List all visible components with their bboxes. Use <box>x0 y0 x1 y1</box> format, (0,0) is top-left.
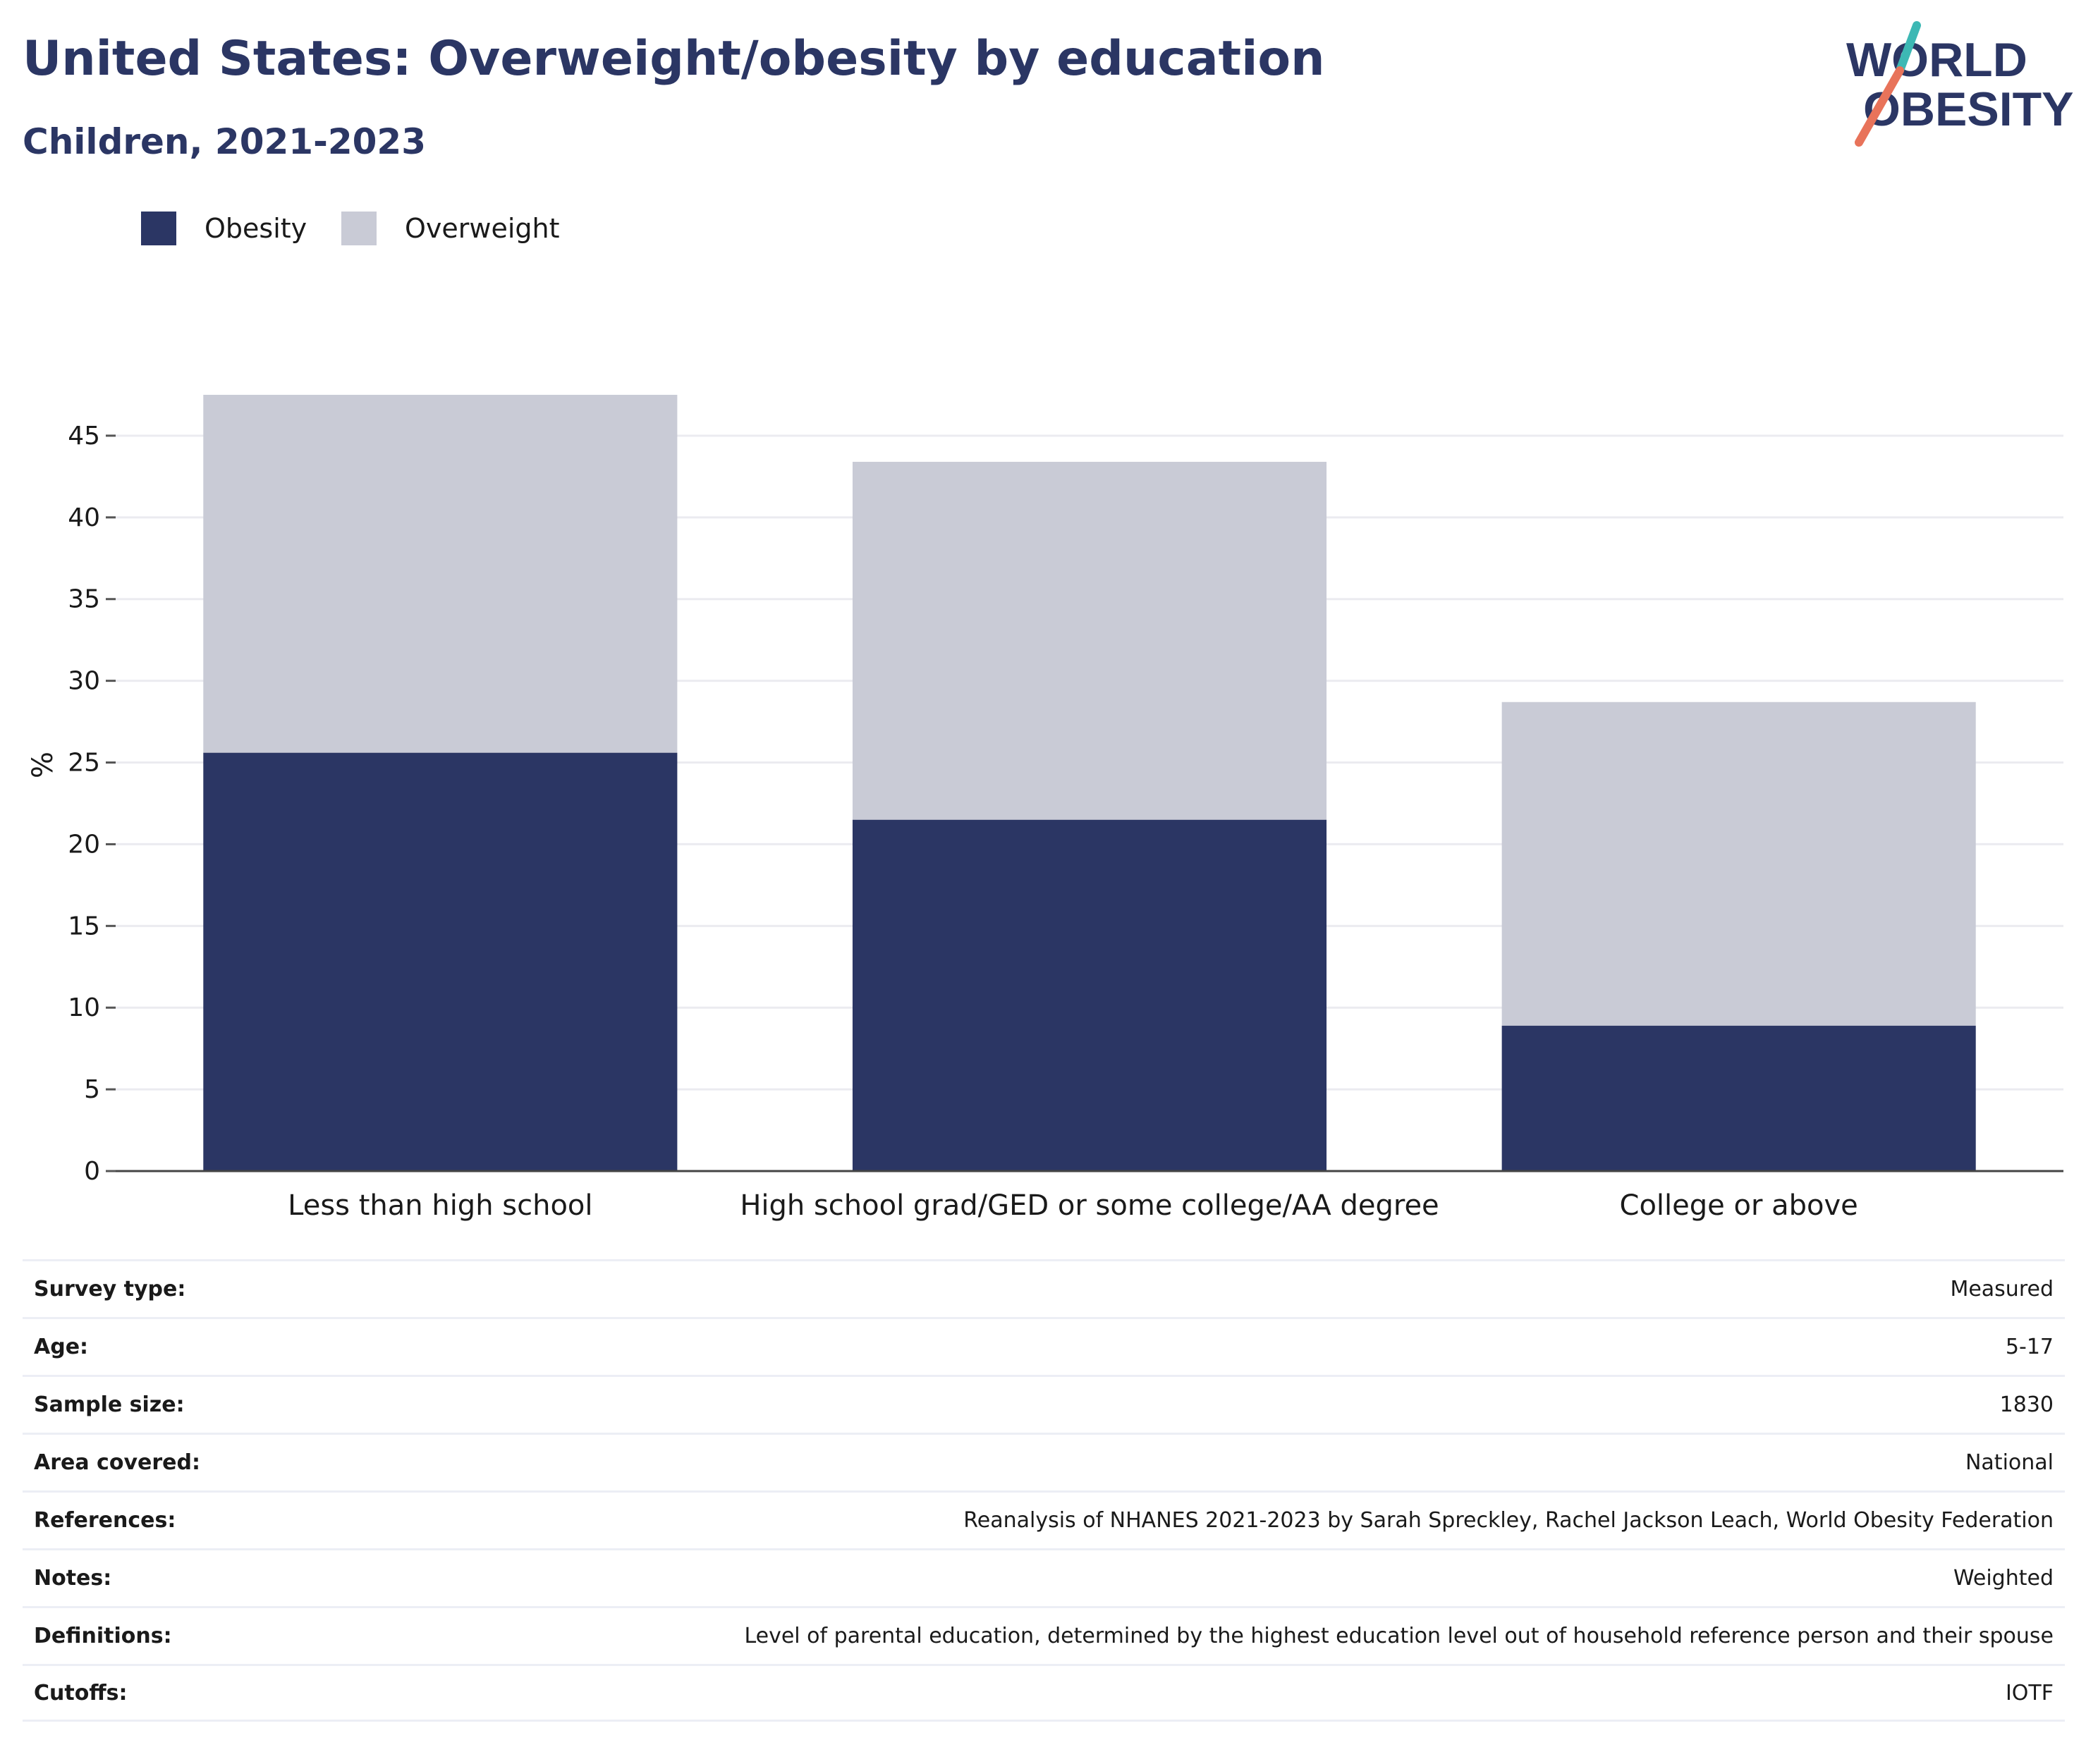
metadata-table: Survey type: Measured Age: 5-17 Sample s… <box>23 1259 2065 1722</box>
metadata-value: 5-17 <box>2005 1335 2054 1359</box>
logo-word-obesity: OBESITY <box>1863 82 2073 136</box>
logo-word-world: WORLD <box>1846 33 2027 87</box>
axis-layer: 0 5 10 15 20 25 30 35 40 45 Less than high school H… <box>68 422 2063 1222</box>
logo-slash-teal <box>1896 21 1921 75</box>
x-category-label: College or above <box>1620 1189 1858 1222</box>
stacked-bar-chart: 0 5 10 15 20 25 30 35 40 45 Less than high school H… <box>27 395 2063 1222</box>
y-tick-label: 40 <box>68 503 100 532</box>
metadata-value: 1830 <box>1999 1392 2054 1417</box>
metadata-key: Age: <box>34 1335 89 1359</box>
x-category-label: High school grad/GED or some college/AA … <box>740 1189 1439 1222</box>
y-tick-label: 10 <box>68 993 100 1022</box>
y-tick-label: 35 <box>68 585 100 614</box>
y-axis-title: % <box>27 752 59 778</box>
legend-item-overweight[interactable]: Overweight <box>341 209 560 248</box>
bar-overweight-2[interactable] <box>1501 702 1976 1026</box>
y-tick-label: 45 <box>68 422 100 451</box>
metadata-row-cutoffs: Cutoffs: IOTF <box>23 1664 2065 1722</box>
legend-item-obesity[interactable]: Obesity <box>141 209 307 248</box>
bar-layer <box>203 395 1976 1171</box>
metadata-row-survey-type: Survey type: Measured <box>23 1259 2065 1317</box>
metadata-row-sample-size: Sample size: 1830 <box>23 1375 2065 1433</box>
metadata-row-references: References: Reanalysis of NHANES 2021-20… <box>23 1490 2065 1548</box>
metadata-row-notes: Notes: Weighted <box>23 1548 2065 1606</box>
y-tick-label: 20 <box>68 830 100 859</box>
bar-overweight-0[interactable] <box>203 395 678 753</box>
metadata-value: Measured <box>1950 1277 2054 1301</box>
metadata-row-age: Age: 5-17 <box>23 1317 2065 1375</box>
y-tick-label: 15 <box>68 912 100 941</box>
metadata-value: Level of parental education, determined … <box>744 1624 2054 1648</box>
metadata-value: National <box>1965 1450 2054 1475</box>
metadata-value: IOTF <box>2005 1680 2054 1705</box>
legend-label-overweight: Overweight <box>405 213 560 244</box>
bar-obesity-0[interactable] <box>203 752 678 1171</box>
metadata-key: Definitions: <box>34 1624 172 1648</box>
chart-subtitle: Children, 2021-2023 <box>23 121 426 162</box>
x-category-label: Less than high school <box>288 1189 592 1222</box>
logo-slash-coral <box>1855 66 1904 147</box>
y-tick-label: 0 <box>84 1157 100 1186</box>
metadata-row-area-covered: Area covered: National <box>23 1433 2065 1490</box>
metadata-key: Area covered: <box>34 1450 200 1475</box>
legend-label-obesity: Obesity <box>205 213 307 244</box>
bar-overweight-1[interactable] <box>852 462 1327 820</box>
y-tick-label: 30 <box>68 667 100 696</box>
legend-swatch-overweight <box>341 212 377 245</box>
metadata-key: References: <box>34 1508 176 1533</box>
bar-obesity-2[interactable] <box>1501 1025 1976 1171</box>
metadata-row-definitions: Definitions: Level of parental education… <box>23 1606 2065 1664</box>
bar-obesity-1[interactable] <box>852 819 1327 1171</box>
world-obesity-logo: WORLD OBESITY <box>1846 21 2073 147</box>
metadata-key: Sample size: <box>34 1392 185 1417</box>
y-tick-label: 25 <box>68 749 100 778</box>
chart-title: United States: Overweight/obesity by edu… <box>23 31 1325 87</box>
metadata-value: Weighted <box>1953 1566 2054 1591</box>
metadata-value: Reanalysis of NHANES 2021-2023 by Sarah … <box>963 1508 2054 1533</box>
metadata-key: Notes: <box>34 1566 112 1591</box>
legend-swatch-obesity <box>141 212 176 245</box>
metadata-key: Survey type: <box>34 1277 186 1301</box>
y-tick-label: 5 <box>84 1075 100 1104</box>
metadata-key: Cutoffs: <box>34 1680 128 1705</box>
